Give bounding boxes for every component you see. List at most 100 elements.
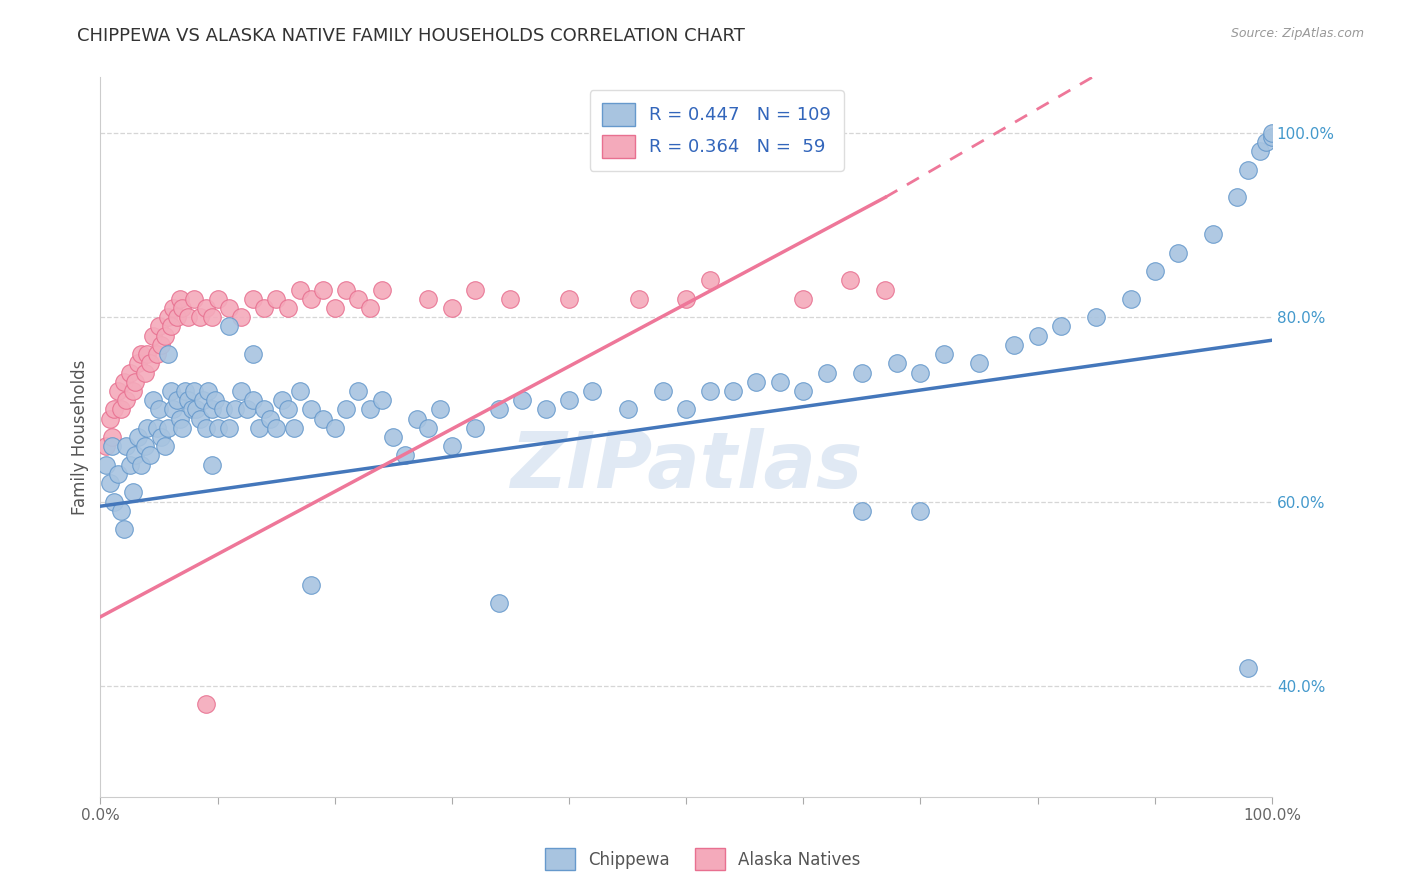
Point: [277, 402, 299, 417]
Point: [745, 375, 768, 389]
Point: [124, 375, 146, 389]
Point: [253, 301, 276, 315]
Point: [201, 402, 224, 417]
Point: [1050, 319, 1073, 334]
Point: [122, 485, 145, 500]
Point: [98, 476, 121, 491]
Point: [201, 458, 224, 472]
Point: [1143, 264, 1166, 278]
Point: [299, 577, 322, 591]
Point: [299, 402, 322, 417]
Point: [101, 439, 124, 453]
Point: [136, 421, 159, 435]
Point: [197, 384, 219, 398]
Point: [440, 439, 463, 453]
Point: [418, 421, 440, 435]
Point: [886, 356, 908, 370]
Point: [558, 292, 581, 306]
Point: [464, 421, 486, 435]
Point: [651, 384, 673, 398]
Point: [247, 421, 270, 435]
Point: [127, 356, 149, 370]
Text: ZIPatlas: ZIPatlas: [510, 428, 862, 504]
Point: [370, 283, 392, 297]
Point: [194, 421, 217, 435]
Point: [534, 402, 557, 417]
Point: [1249, 145, 1271, 159]
Point: [370, 393, 392, 408]
Point: [159, 319, 181, 334]
Point: [1254, 135, 1277, 149]
Point: [218, 319, 240, 334]
Point: [110, 504, 132, 518]
Point: [699, 273, 721, 287]
Point: [359, 301, 381, 315]
Point: [229, 310, 252, 325]
Point: [138, 449, 160, 463]
Point: [1167, 245, 1189, 260]
Point: [96, 458, 118, 472]
Point: [875, 283, 897, 297]
Point: [418, 292, 440, 306]
Point: [242, 292, 264, 306]
Point: [188, 310, 211, 325]
Point: [118, 366, 141, 380]
Point: [166, 393, 188, 408]
Point: [101, 430, 124, 444]
Point: [207, 421, 229, 435]
Point: [1261, 126, 1284, 140]
Point: [558, 393, 581, 408]
Point: [136, 347, 159, 361]
Point: [815, 366, 838, 380]
Point: [229, 384, 252, 398]
Point: [112, 375, 135, 389]
Point: [277, 301, 299, 315]
Point: [134, 439, 156, 453]
Point: [851, 504, 873, 518]
Point: [218, 421, 240, 435]
Point: [186, 402, 208, 417]
Point: [150, 338, 173, 352]
Point: [253, 402, 276, 417]
Point: [851, 366, 873, 380]
Point: [323, 421, 346, 435]
Point: [1226, 190, 1249, 204]
Point: [122, 384, 145, 398]
Point: [145, 421, 167, 435]
Point: [839, 273, 862, 287]
Point: [675, 402, 697, 417]
Point: [394, 449, 416, 463]
Point: [1237, 660, 1260, 674]
Point: [157, 421, 180, 435]
Point: [112, 522, 135, 536]
Point: [103, 494, 125, 508]
Point: [499, 292, 522, 306]
Y-axis label: Family Households: Family Households: [72, 359, 89, 515]
Point: [150, 430, 173, 444]
Point: [103, 402, 125, 417]
Point: [1002, 338, 1025, 352]
Point: [138, 356, 160, 370]
Point: [910, 366, 932, 380]
Point: [288, 384, 311, 398]
Point: [173, 384, 195, 398]
Point: [201, 310, 224, 325]
Point: [172, 301, 194, 315]
Point: [440, 301, 463, 315]
Point: [183, 384, 205, 398]
Point: [110, 402, 132, 417]
Point: [107, 467, 129, 481]
Point: [159, 384, 181, 398]
Point: [153, 439, 176, 453]
Point: [769, 375, 792, 389]
Point: [1085, 310, 1108, 325]
Point: [236, 402, 259, 417]
Point: [628, 292, 651, 306]
Point: [1261, 130, 1284, 145]
Point: [335, 402, 357, 417]
Point: [932, 347, 955, 361]
Point: [172, 421, 194, 435]
Point: [1237, 162, 1260, 177]
Point: [699, 384, 721, 398]
Point: [616, 402, 638, 417]
